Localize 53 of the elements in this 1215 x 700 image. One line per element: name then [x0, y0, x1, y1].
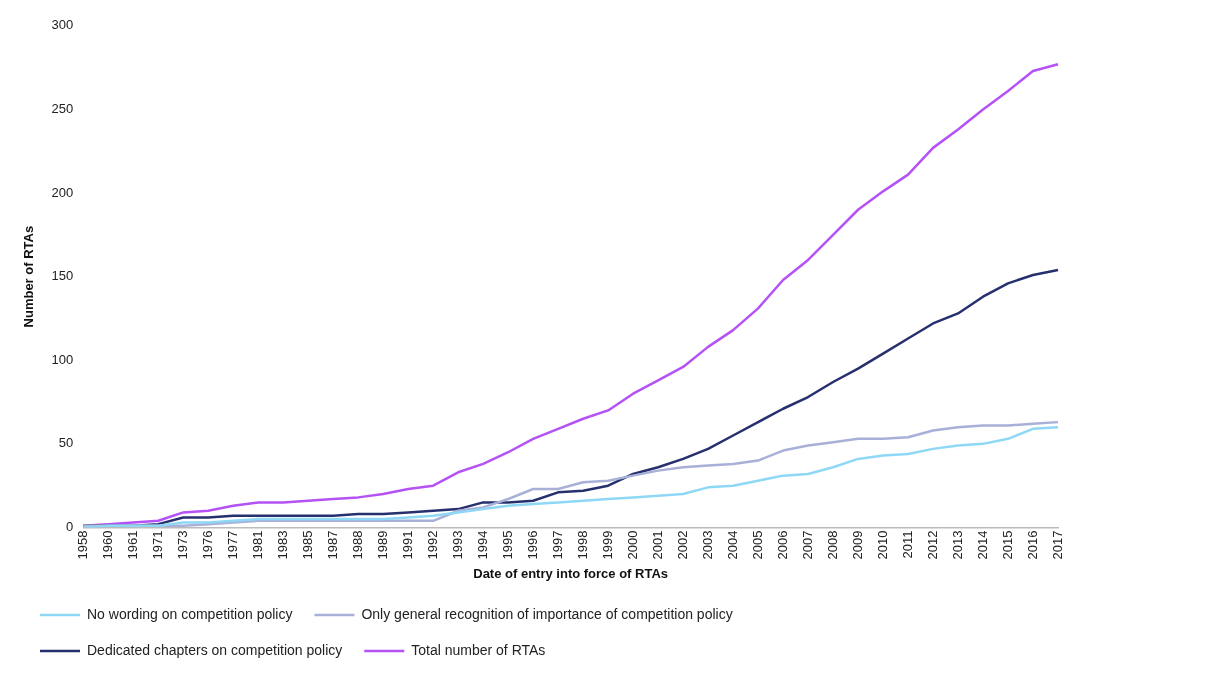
x-axis-title: Date of entry into force of RTAs [473, 565, 669, 581]
x-tick-label: 2000 [624, 530, 640, 560]
x-tick-label: 2001 [649, 530, 665, 560]
x-tick-label: 1998 [574, 530, 590, 560]
x-tick-label: 2012 [924, 530, 940, 560]
x-tick-label: 2011 [899, 530, 915, 559]
x-tick-label: 1995 [499, 530, 515, 560]
x-tick-label: 1996 [524, 530, 540, 560]
x-tick-label: 1960 [99, 530, 115, 560]
x-tick-label: 1961 [124, 530, 140, 560]
y-tick-label: 50 [58, 435, 74, 451]
x-tick-label: 2002 [674, 530, 690, 560]
x-tick-label: 1973 [174, 530, 190, 560]
y-tick-label: 150 [51, 268, 74, 284]
x-tick-label: 2014 [974, 530, 990, 560]
x-tick-label: 2015 [999, 530, 1015, 560]
x-tick-label: 1999 [599, 530, 615, 560]
x-tick-label: 1992 [424, 530, 440, 560]
y-tick-label: 0 [66, 519, 74, 535]
x-tick-label: 1993 [449, 530, 465, 560]
x-tick-label: 2010 [874, 530, 890, 560]
legend-label: Only general recognition of importance of competition policy [361, 605, 733, 622]
x-tick-label: 1985 [299, 530, 315, 560]
x-tick-label: 2008 [824, 530, 840, 560]
x-tick-label: 1994 [474, 530, 490, 560]
legend-label: No wording on competition policy [87, 605, 293, 622]
y-tick-label: 300 [51, 17, 74, 33]
x-tick-label: 1958 [74, 530, 90, 560]
x-tick-label: 2005 [749, 530, 765, 560]
y-tick-label: 250 [51, 100, 74, 116]
legend-label: Total number of RTAs [411, 641, 546, 658]
x-tick-label: 2009 [849, 530, 865, 560]
x-tick-label: 1981 [249, 530, 265, 560]
x-tick-label: 1987 [324, 530, 340, 560]
x-tick-label: 2004 [724, 530, 740, 560]
x-tick-label: 1983 [274, 530, 290, 560]
x-tick-label: 1989 [374, 530, 390, 560]
x-tick-label: 1997 [549, 530, 565, 560]
x-tick-label: 1977 [224, 530, 240, 560]
y-tick-label: 200 [51, 184, 74, 200]
x-tick-label: 2003 [699, 530, 715, 560]
x-tick-label: 1988 [349, 530, 365, 560]
x-tick-label: 1971 [149, 530, 165, 560]
y-tick-label: 100 [51, 351, 74, 367]
legend-label: Dedicated chapters on competition policy [87, 641, 343, 658]
x-tick-label: 1976 [199, 530, 215, 560]
x-tick-label: 2007 [799, 530, 815, 560]
x-tick-label: 2017 [1049, 530, 1065, 560]
x-tick-label: 1991 [399, 530, 415, 560]
x-tick-label: 2013 [949, 530, 965, 560]
y-axis-title: Number of RTAs [21, 225, 37, 328]
x-tick-label: 2016 [1024, 530, 1040, 560]
x-tick-label: 2006 [774, 530, 790, 560]
